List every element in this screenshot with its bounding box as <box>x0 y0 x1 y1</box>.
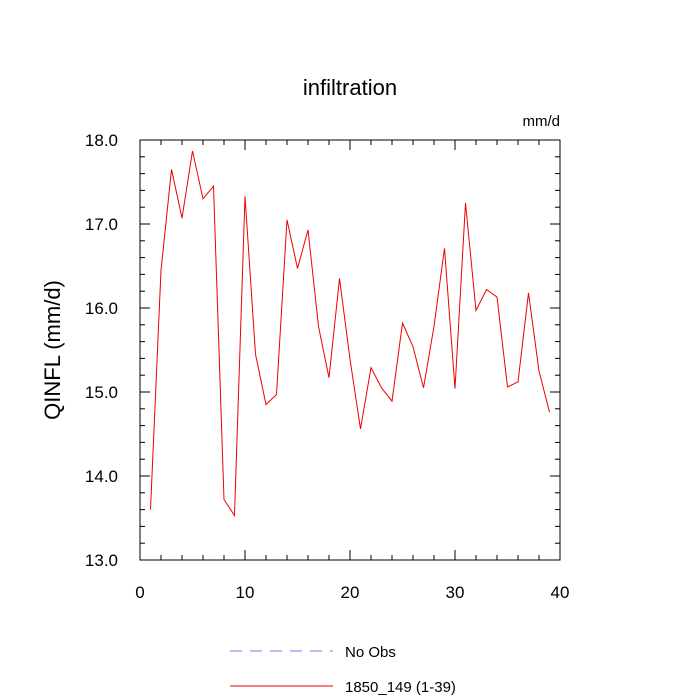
y-tick-label: 14.0 <box>85 467 118 486</box>
y-tick-label: 15.0 <box>85 383 118 402</box>
y-axis-label: QINFL (mm/d) <box>40 280 65 420</box>
plot-frame <box>139 139 561 561</box>
legend-label: 1850_149 (1-39) <box>345 679 456 696</box>
y-tick-label: 17.0 <box>85 215 118 234</box>
y-tick-label: 13.0 <box>85 551 118 570</box>
x-tick-label: 40 <box>551 583 570 602</box>
x-tick-label: 0 <box>135 583 144 602</box>
series-line <box>150 150 550 518</box>
legend: No Obs 1850_149 (1-39) <box>230 644 456 696</box>
series-layer <box>150 150 550 518</box>
x-tick-label: 30 <box>446 583 465 602</box>
units-label: mm/d <box>523 113 561 130</box>
y-tick-label: 16.0 <box>85 299 118 318</box>
x-tick-label: 20 <box>341 583 360 602</box>
legend-label: No Obs <box>345 644 396 661</box>
chart-title: infiltration <box>303 75 397 100</box>
y-tick-label: 18.0 <box>85 131 118 150</box>
x-tick-label: 10 <box>236 583 255 602</box>
axis-ticks: 0 10 20 30 40 13.0 14.0 15.0 16.0 17.0 18.0 <box>85 131 570 602</box>
